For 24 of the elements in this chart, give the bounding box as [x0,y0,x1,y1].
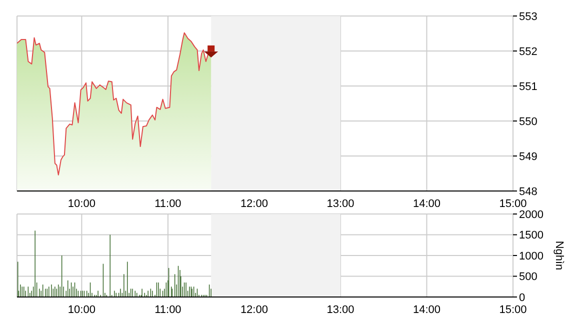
y-tick-label: 553 [519,10,538,23]
x-tick-label: 11:00 [154,198,182,210]
x-tick-label: 12:00 [240,304,268,316]
x-tick-label: 12:00 [240,198,268,210]
y-tick-label: 549 [519,150,538,163]
y-tick-label: 500 [519,271,538,284]
x-tick-label: 11:00 [154,304,182,316]
y-tick-label: 2000 [519,208,544,221]
y-tick-label: 551 [519,80,538,93]
x-tick-label: 14:00 [412,198,441,210]
y-tick-label: 1500 [519,230,544,242]
x-tick-label: 14:00 [412,304,441,316]
y-tick-label: 550 [519,116,538,128]
y-tick-label: 548 [519,186,538,198]
y-axis-title: Nghìn [553,240,565,270]
y-tick-label: 0 [519,292,526,304]
x-tick-label: 10:00 [68,304,96,316]
x-tick-label: 15:00 [499,304,527,316]
x-tick-label: 15:00 [499,198,527,210]
x-tick-label: 10:00 [68,198,96,210]
x-tick-label: 13:00 [326,304,354,316]
y-tick-label: 552 [519,46,538,58]
x-tick-label: 13:00 [326,198,354,210]
y-tick-label: 1000 [519,250,544,262]
